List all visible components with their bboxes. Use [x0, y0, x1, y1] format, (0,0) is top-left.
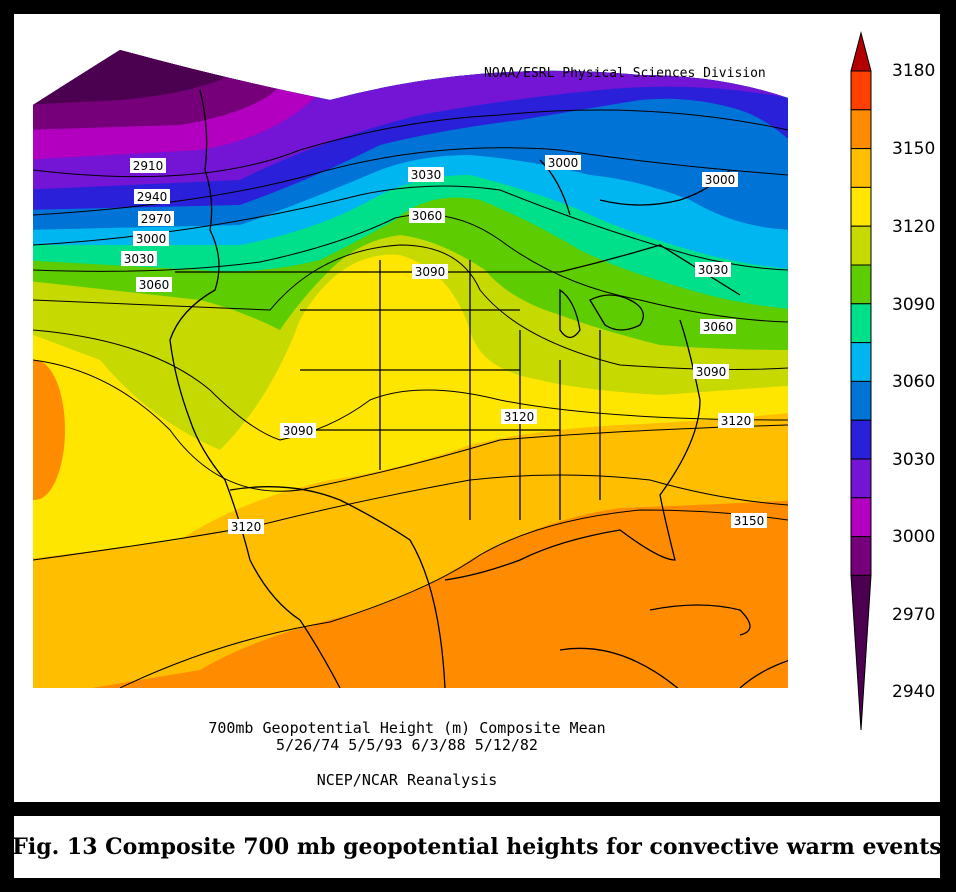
- contour-label-3000: 3000: [545, 155, 581, 170]
- contour-label-3120: 3120: [501, 409, 537, 424]
- contour-label-3150: 3150: [731, 513, 767, 528]
- contour-text: 3000: [136, 232, 167, 246]
- colorbar-label: 3120: [892, 217, 936, 237]
- credit-text: NOAA/ESRL Physical Sciences Division: [484, 66, 766, 81]
- contour-label-3030: 3030: [695, 262, 731, 277]
- figure-caption: Fig. 13 Composite 700 mb geopotential he…: [12, 834, 942, 860]
- colorbar-segment: [850, 70, 872, 111]
- contour-text: 3000: [705, 173, 736, 187]
- contour-text: 3000: [548, 156, 579, 170]
- colorbar-segment: [850, 497, 872, 538]
- colorbar-segment: [850, 264, 872, 305]
- caption-box: Fig. 13 Composite 700 mb geopotential he…: [12, 816, 942, 878]
- contour-text: 3090: [415, 265, 446, 279]
- colorbar-segment: [850, 31, 872, 72]
- contour-label-3000: 3000: [133, 231, 169, 246]
- contour-text: 3030: [411, 168, 442, 182]
- colorbar-label: 3180: [892, 61, 936, 81]
- contour-text: 3060: [139, 278, 170, 292]
- contour-label-3120: 3120: [718, 413, 754, 428]
- map-source: NCEP/NCAR Reanalysis: [316, 771, 498, 789]
- map-title: 700mb Geopotential Height (m) Composite …: [208, 719, 606, 737]
- contour-text: 3030: [698, 263, 729, 277]
- colorbar-segment: [850, 380, 872, 421]
- height-map: 2910 2940 2970 3000 3030 3060 3030 3060 …: [33, 31, 872, 731]
- contour-lines: [33, 109, 788, 688]
- colorbar: [850, 31, 872, 731]
- contour-label-3090: 3090: [693, 364, 729, 379]
- colorbar-label: 3030: [892, 450, 936, 470]
- contour-label-2940: 2940: [134, 189, 170, 204]
- colorbar-segment: [850, 458, 872, 499]
- contour-text: 2970: [141, 212, 172, 226]
- colorbar-segment: [850, 536, 872, 576]
- contour-label-3030: 3030: [121, 251, 157, 266]
- colorbar-segment: [850, 109, 872, 150]
- map-dates: 5/26/74 5/5/93 6/3/88 5/12/82: [276, 736, 538, 754]
- contour-label-2970: 2970: [138, 211, 174, 226]
- contour-label-3060: 3060: [409, 208, 445, 223]
- colorbar-label: 2970: [892, 605, 936, 625]
- contour-text: 3030: [124, 252, 155, 266]
- contour-label-3030: 3030: [408, 167, 444, 182]
- colorbar-segment: [850, 574, 872, 731]
- contour-text: 3120: [721, 414, 752, 428]
- colorbar-segment: [850, 419, 872, 460]
- pacific-high: [33, 360, 65, 500]
- colorbar-label: 3150: [892, 139, 936, 159]
- contour-label-3060: 3060: [136, 277, 172, 292]
- contour-text: 2940: [137, 190, 168, 204]
- coastlines-borders: [169, 89, 788, 688]
- band-2790-2820: [33, 50, 260, 105]
- colorbar-label: 3060: [892, 372, 936, 392]
- contour-text: 3090: [283, 424, 314, 438]
- contour-text: 3150: [734, 514, 765, 528]
- colorbar-segment: [850, 225, 872, 266]
- colorbar-segment: [850, 303, 872, 344]
- colorbar-segment: [850, 148, 872, 188]
- contour-text: 3060: [412, 209, 443, 223]
- colorbar-label: 3090: [892, 295, 936, 315]
- contour-label-3060: 3060: [700, 319, 736, 334]
- contour-label-3090: 3090: [280, 423, 316, 438]
- contour-text: 2910: [133, 159, 164, 173]
- contour-label-3000: 3000: [702, 172, 738, 187]
- contour-text: 3090: [696, 365, 727, 379]
- contour-text: 3120: [504, 410, 535, 424]
- contour-label-group: 2910 2940 2970 3000 3030 3060 3030 3060 …: [121, 155, 767, 534]
- colorbar-segment: [850, 186, 872, 227]
- contour-label-3090: 3090: [412, 264, 448, 279]
- contour-text: 3060: [703, 320, 734, 334]
- colorbar-segment: [850, 342, 872, 382]
- figure-panel: 2910 2940 2970 3000 3030 3060 3030 3060 …: [14, 14, 940, 802]
- colorbar-label: 3000: [892, 527, 936, 547]
- contour-label-3120: 3120: [228, 519, 264, 534]
- filled-height-field: [33, 50, 788, 688]
- colorbar-label: 2940: [892, 682, 936, 702]
- contour-text: 3120: [231, 520, 262, 534]
- contour-label-2910: 2910: [130, 158, 166, 173]
